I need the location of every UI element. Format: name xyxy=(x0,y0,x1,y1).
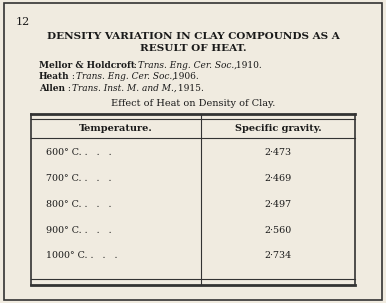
FancyBboxPatch shape xyxy=(4,3,382,300)
Text: Temperature.: Temperature. xyxy=(79,124,153,133)
Text: 2·734: 2·734 xyxy=(264,251,291,261)
Text: Trans. Inst. M. and M.,: Trans. Inst. M. and M., xyxy=(72,84,176,93)
Text: 2·473: 2·473 xyxy=(264,148,291,158)
Text: Mellor & Holdcroft: Mellor & Holdcroft xyxy=(39,61,135,70)
Text: :: : xyxy=(131,61,140,70)
Text: :: : xyxy=(65,84,74,93)
Text: 1906.: 1906. xyxy=(170,72,199,81)
Text: 1910.: 1910. xyxy=(233,61,261,70)
Text: 2·497: 2·497 xyxy=(264,200,291,209)
Text: 700° C. .   .   .: 700° C. . . . xyxy=(46,174,112,183)
Text: 2·560: 2·560 xyxy=(264,226,291,235)
Text: 600° C. .   .   .: 600° C. . . . xyxy=(46,148,112,158)
Text: Trans. Eng. Cer. Soc.,: Trans. Eng. Cer. Soc., xyxy=(76,72,175,81)
Text: 900° C. .   .   .: 900° C. . . . xyxy=(46,226,112,235)
Text: 1000° C. .   .   .: 1000° C. . . . xyxy=(46,251,118,261)
Text: 2·469: 2·469 xyxy=(264,174,291,183)
Text: Heath: Heath xyxy=(39,72,69,81)
Text: Trans. Eng. Cer. Soc.,: Trans. Eng. Cer. Soc., xyxy=(138,61,237,70)
Text: 800° C. .   .   .: 800° C. . . . xyxy=(46,200,112,209)
Text: Effect of Heat on Density of Clay.: Effect of Heat on Density of Clay. xyxy=(111,99,275,108)
Text: 12: 12 xyxy=(15,17,30,27)
Text: :: : xyxy=(69,72,78,81)
Text: DENSITY VARIATION IN CLAY COMPOUNDS AS A: DENSITY VARIATION IN CLAY COMPOUNDS AS A xyxy=(47,32,339,41)
Text: RESULT OF HEAT.: RESULT OF HEAT. xyxy=(140,44,246,53)
Text: Specific gravity.: Specific gravity. xyxy=(235,124,321,133)
Text: Allen: Allen xyxy=(39,84,64,93)
Text: 1915.: 1915. xyxy=(175,84,204,93)
